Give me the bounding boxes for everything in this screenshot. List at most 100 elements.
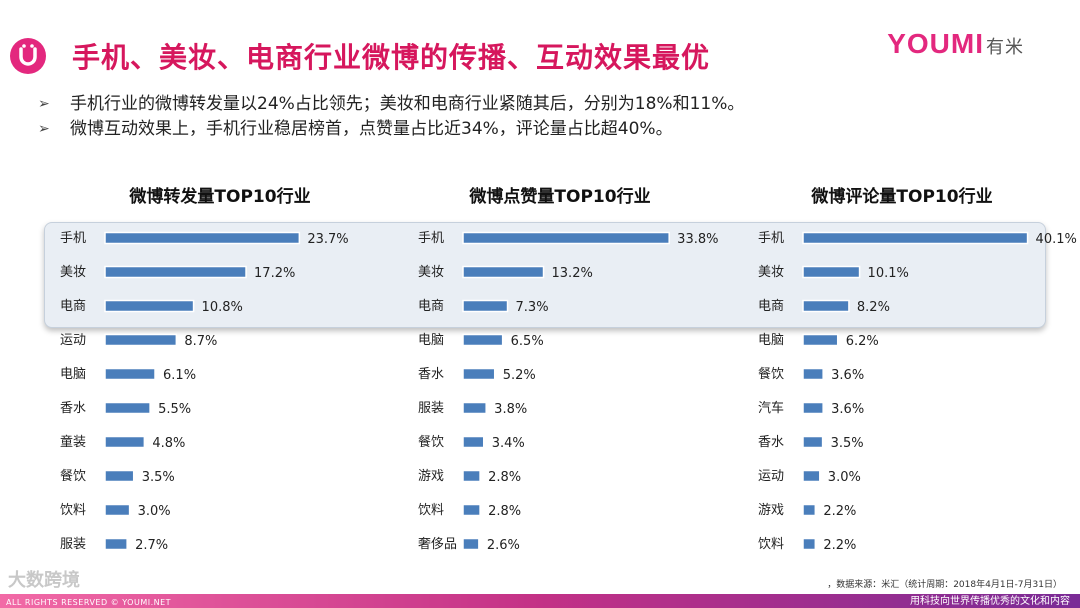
value-label: 5.2% bbox=[503, 368, 536, 383]
bar bbox=[104, 333, 178, 347]
category-label: 香水 bbox=[418, 367, 444, 382]
bar bbox=[104, 367, 156, 381]
bar bbox=[104, 469, 135, 483]
category-label: 电商 bbox=[758, 299, 784, 314]
bar bbox=[462, 503, 481, 517]
value-label: 6.2% bbox=[846, 334, 879, 349]
category-label: 服装 bbox=[418, 401, 444, 416]
value-label: 10.8% bbox=[202, 300, 243, 315]
value-label: 3.5% bbox=[831, 436, 864, 451]
bar bbox=[802, 469, 821, 483]
chart-title: 微博点赞量TOP10行业 bbox=[468, 186, 650, 207]
bar bbox=[104, 435, 146, 449]
value-label: 3.0% bbox=[828, 470, 861, 485]
brand-badge-icon bbox=[10, 38, 46, 74]
bar bbox=[462, 435, 485, 449]
arrow-bullet-icon: ➢ bbox=[38, 96, 50, 112]
page-title: 手机、美妆、电商行业微博的传播、互动效果最优 bbox=[72, 41, 711, 74]
category-label: 餐饮 bbox=[758, 366, 784, 382]
category-label: 饮料 bbox=[758, 537, 784, 552]
value-label: 13.2% bbox=[552, 266, 593, 281]
value-label: 40.1% bbox=[1036, 232, 1077, 247]
bar bbox=[104, 537, 128, 551]
bar bbox=[462, 333, 504, 347]
value-label: 3.6% bbox=[831, 368, 864, 383]
bar bbox=[802, 333, 839, 347]
bar bbox=[802, 435, 824, 449]
category-label: 游戏 bbox=[418, 469, 444, 484]
bar bbox=[104, 401, 151, 415]
bar bbox=[104, 231, 301, 245]
value-label: 8.2% bbox=[857, 300, 890, 315]
value-label: 3.5% bbox=[142, 470, 175, 485]
value-label: 7.3% bbox=[516, 300, 549, 315]
category-label: 美妆 bbox=[758, 265, 784, 280]
data-source-note: ，数据来源：米汇（统计周期：2018年4月1日-7月31日） bbox=[827, 580, 1062, 590]
value-label: 2.2% bbox=[823, 504, 856, 519]
bar bbox=[104, 265, 247, 279]
value-label: 3.0% bbox=[138, 504, 171, 519]
category-label: 汽车 bbox=[758, 400, 784, 416]
value-label: 3.4% bbox=[492, 436, 525, 451]
watermark-text: 大数跨境 bbox=[8, 570, 80, 591]
bullet-item: ➢ 微博互动效果上，手机行业稳居榜首，点赞量占比近34%，评论量占比超40%。 bbox=[38, 117, 744, 142]
value-label: 2.7% bbox=[135, 538, 168, 553]
category-label: 运动 bbox=[758, 469, 784, 484]
value-label: 8.7% bbox=[184, 334, 217, 349]
value-label: 3.6% bbox=[831, 402, 864, 417]
category-label: 奢侈品 bbox=[418, 537, 457, 552]
value-label: 4.8% bbox=[152, 436, 185, 451]
footer-bar: ALL RIGHTS RESERVED © YOUMI.NET 用科技向世界传播… bbox=[0, 594, 1080, 608]
value-label: 2.6% bbox=[487, 538, 520, 553]
brand-name-cn: 有米 bbox=[986, 37, 1024, 57]
category-label: 餐饮 bbox=[418, 434, 444, 450]
category-label: 电商 bbox=[60, 299, 86, 314]
category-label: 运动 bbox=[60, 333, 86, 348]
value-label: 10.1% bbox=[868, 266, 909, 281]
bullet-item: ➢ 手机行业的微博转发量以24%占比领先；美妆和电商行业紧随其后，分别为18%和… bbox=[38, 92, 744, 117]
category-label: 游戏 bbox=[758, 503, 784, 518]
brand-name: YOUMI bbox=[887, 28, 984, 59]
value-label: 23.7% bbox=[307, 232, 348, 247]
category-label: 电商 bbox=[418, 299, 444, 314]
footer-slogan: 用科技向世界传播优秀的文化和内容 bbox=[910, 596, 1070, 607]
category-label: 手机 bbox=[758, 231, 784, 246]
chart-title: 微博转发量TOP10行业 bbox=[128, 186, 310, 207]
category-label: 手机 bbox=[60, 231, 86, 246]
category-label: 手机 bbox=[418, 231, 444, 246]
bar bbox=[462, 401, 487, 415]
category-label: 饮料 bbox=[60, 503, 86, 518]
value-label: 3.8% bbox=[494, 402, 527, 417]
category-label: 电脑 bbox=[418, 333, 444, 348]
bar bbox=[802, 401, 824, 415]
category-label: 美妆 bbox=[418, 265, 444, 280]
value-label: 2.8% bbox=[488, 504, 521, 519]
category-label: 香水 bbox=[60, 401, 86, 416]
bar bbox=[462, 231, 670, 245]
value-label: 2.8% bbox=[488, 470, 521, 485]
bar bbox=[104, 503, 131, 517]
bullet-text: 手机行业的微博转发量以24%占比领先；美妆和电商行业紧随其后，分别为18%和11… bbox=[70, 94, 745, 114]
value-label: 2.2% bbox=[823, 538, 856, 553]
bar bbox=[462, 537, 480, 551]
bar bbox=[802, 231, 1029, 245]
category-label: 童装 bbox=[60, 434, 86, 450]
bar bbox=[462, 469, 481, 483]
bullet-text: 微博互动效果上，手机行业稳居榜首，点赞量占比近34%，评论量占比超40%。 bbox=[70, 119, 673, 139]
value-label: 33.8% bbox=[677, 232, 718, 247]
category-label: 香水 bbox=[758, 435, 784, 450]
summary-bullets: ➢ 手机行业的微博转发量以24%占比领先；美妆和电商行业紧随其后，分别为18%和… bbox=[38, 92, 744, 142]
category-label: 美妆 bbox=[60, 265, 86, 280]
category-label: 服装 bbox=[60, 537, 86, 552]
category-label: 电脑 bbox=[758, 333, 784, 348]
chart-title: 微博评论量TOP10行业 bbox=[810, 186, 992, 207]
value-label: 6.1% bbox=[163, 368, 196, 383]
value-label: 6.5% bbox=[511, 334, 544, 349]
bar bbox=[462, 265, 545, 279]
bar bbox=[802, 299, 850, 313]
copyright-text: ALL RIGHTS RESERVED © YOUMI.NET bbox=[6, 598, 172, 607]
